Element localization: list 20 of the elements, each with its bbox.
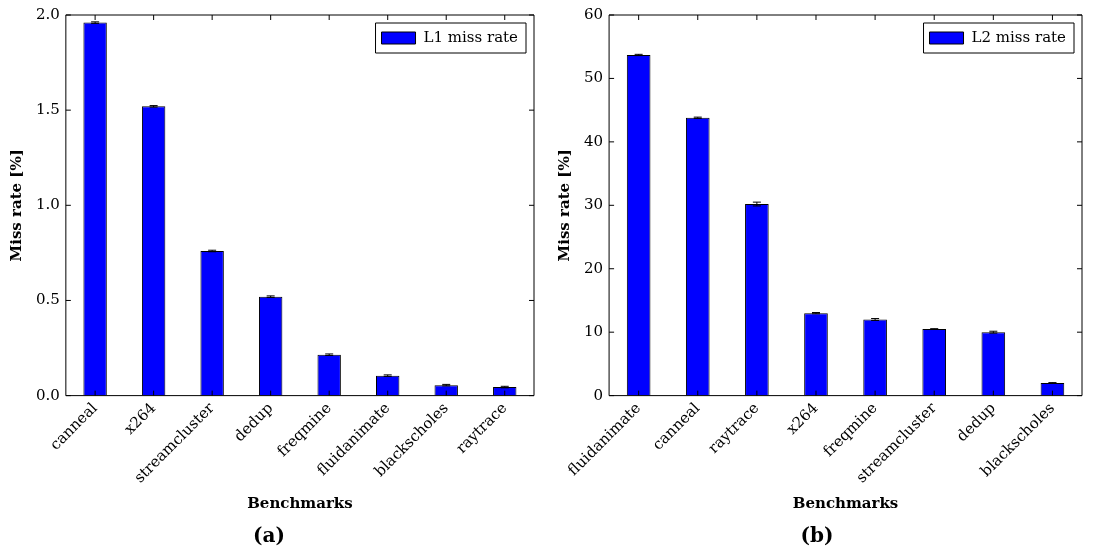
text: (a)	[253, 523, 285, 548]
y-axis-title: Miss rate [%]	[554, 149, 573, 262]
x-axis-title: Benchmarks	[247, 493, 353, 512]
y-tick-label: 0.5	[36, 290, 60, 309]
y-tick-label: 20	[583, 258, 604, 277]
legend-label: L1 miss rate	[423, 27, 519, 46]
y-tick-label: 50	[583, 68, 604, 87]
y-tick-label: 10	[583, 322, 604, 341]
x-axis-title: Benchmarks	[792, 493, 899, 512]
y-tick-label: 1.0	[36, 195, 60, 214]
y-tick-label: 0.0	[36, 385, 60, 404]
legend-label: L2 miss rate	[971, 27, 1067, 46]
y-tick-label: 0	[593, 385, 604, 404]
y-tick-label: 1.5	[36, 100, 60, 119]
y-tick-label: 40	[583, 131, 604, 150]
y-axis-title: Miss rate [%]	[6, 149, 25, 262]
y-tick-label: 30	[583, 195, 604, 214]
y-tick-label: 60	[583, 4, 604, 23]
y-tick-label: 2.0	[36, 4, 60, 23]
text: (b)	[800, 523, 834, 548]
